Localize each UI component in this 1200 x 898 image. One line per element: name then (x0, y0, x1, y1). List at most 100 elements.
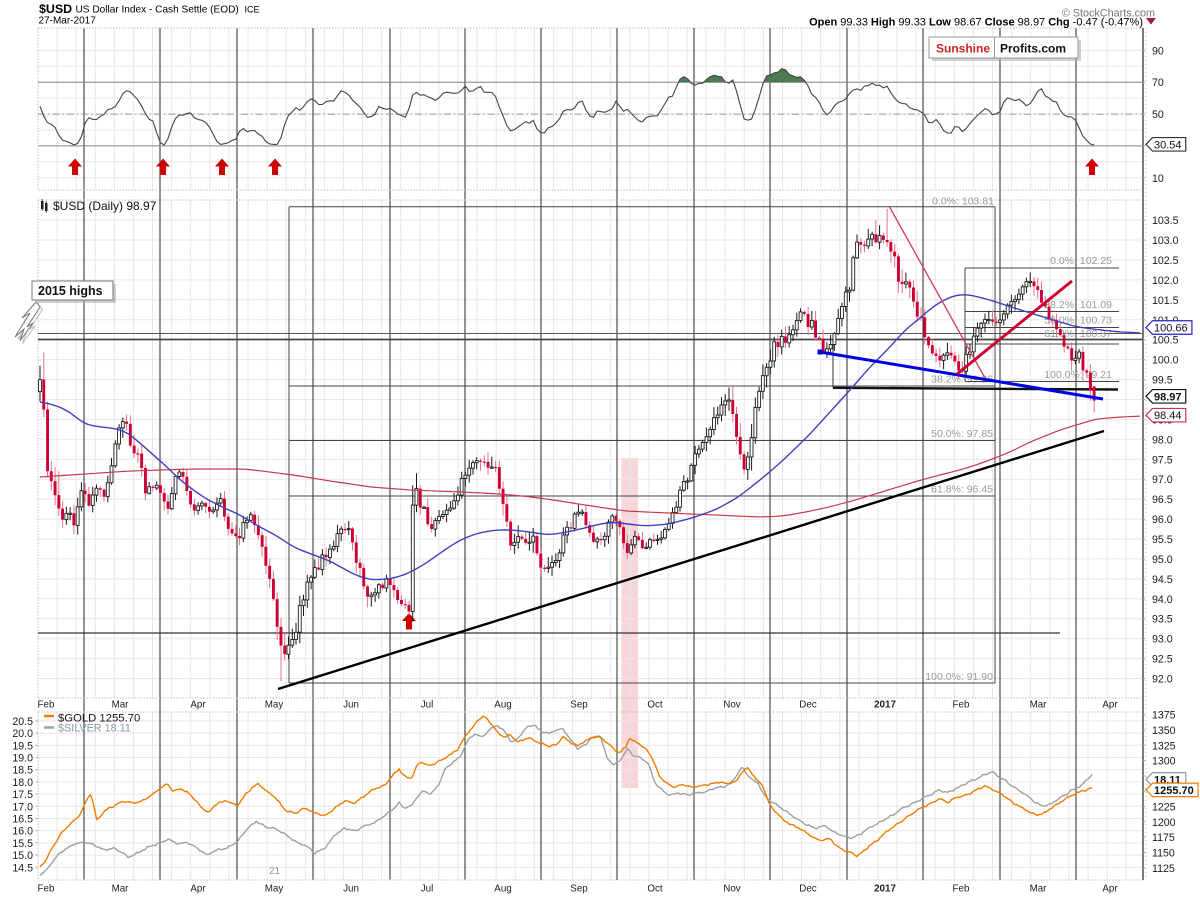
svg-text:Mar: Mar (1030, 884, 1048, 895)
svg-text:Open 99.33 High 99.33 Low 98.6: Open 99.33 High 99.33 Low 98.67 Close 98… (809, 17, 1143, 29)
svg-text:2017: 2017 (874, 700, 896, 711)
svg-text:95.5: 95.5 (1152, 534, 1173, 546)
svg-text:102.0: 102.0 (1152, 275, 1179, 287)
svg-text:18.5: 18.5 (12, 765, 33, 777)
svg-text:93.0: 93.0 (1152, 634, 1173, 646)
svg-text:Profits.com: Profits.com (1000, 42, 1066, 56)
svg-text:1350: 1350 (1152, 725, 1176, 737)
svg-text:Mar: Mar (1030, 700, 1048, 711)
svg-text:1375: 1375 (1152, 710, 1176, 722)
svg-text:1325: 1325 (1152, 740, 1176, 752)
svg-text:Apr: Apr (190, 884, 206, 895)
svg-text:19.0: 19.0 (12, 753, 33, 765)
svg-text:16.0: 16.0 (12, 826, 33, 838)
svg-text:1175: 1175 (1152, 832, 1175, 844)
svg-text:20.5: 20.5 (12, 716, 33, 728)
svg-text:50.0%: 100.73: 50.0%: 100.73 (1044, 315, 1112, 327)
svg-text:Sunshine: Sunshine (936, 42, 990, 56)
svg-text:Oct: Oct (647, 700, 663, 711)
svg-text:Mar: Mar (112, 884, 130, 895)
svg-text:92.0: 92.0 (1152, 674, 1173, 686)
svg-text:21: 21 (269, 866, 281, 877)
svg-text:92.5: 92.5 (1152, 654, 1173, 666)
svg-text:2015 highs: 2015 highs (38, 284, 103, 298)
svg-text:30.54: 30.54 (1154, 139, 1182, 151)
svg-text:95.0: 95.0 (1152, 554, 1173, 566)
svg-text:100.0%: 91.90: 100.0%: 91.90 (925, 671, 993, 683)
svg-text:Feb: Feb (953, 700, 970, 711)
svg-text:17.5: 17.5 (12, 789, 33, 801)
svg-text:May: May (265, 884, 284, 895)
svg-text:17.0: 17.0 (12, 801, 33, 813)
svg-text:Apr: Apr (1102, 884, 1118, 895)
svg-text:US Dollar Index - Cash Settle: US Dollar Index - Cash Settle (EOD) (76, 5, 239, 16)
svg-text:38.2%: 99.26: 38.2%: 99.26 (931, 374, 993, 386)
svg-text:15.5: 15.5 (12, 838, 33, 850)
svg-text:15.0: 15.0 (12, 850, 33, 862)
svg-text:ICE: ICE (245, 5, 260, 15)
svg-text:70: 70 (1152, 77, 1164, 89)
svg-text:93.5: 93.5 (1152, 614, 1173, 626)
svg-text:98.44: 98.44 (1154, 410, 1182, 422)
svg-text:97.5: 97.5 (1152, 454, 1173, 466)
svg-text:Nov: Nov (723, 884, 741, 895)
svg-text:Nov: Nov (723, 700, 741, 711)
svg-text:May: May (265, 700, 284, 711)
svg-text:Dec: Dec (799, 884, 817, 895)
svg-text:19.5: 19.5 (12, 740, 33, 752)
svg-text:1255.70: 1255.70 (1154, 785, 1194, 797)
svg-text:$SILVER 18.11: $SILVER 18.11 (58, 723, 131, 735)
svg-text:Oct: Oct (647, 884, 663, 895)
svg-text:10: 10 (1152, 173, 1164, 185)
svg-text:1225: 1225 (1152, 802, 1176, 814)
svg-text:Jul: Jul (421, 884, 434, 895)
svg-text:50: 50 (1152, 109, 1164, 121)
svg-text:98.97: 98.97 (1154, 391, 1182, 403)
svg-text:Sep: Sep (570, 884, 588, 895)
svg-text:100.5: 100.5 (1152, 335, 1179, 347)
svg-text:103.5: 103.5 (1152, 215, 1179, 227)
svg-text:38.2%: 101.09: 38.2%: 101.09 (1044, 299, 1112, 311)
svg-text:100.0: 100.0 (1152, 355, 1179, 367)
svg-text:$USD: $USD (39, 2, 72, 16)
svg-text:94.0: 94.0 (1152, 594, 1173, 606)
svg-text:1150: 1150 (1152, 847, 1175, 859)
svg-text:0.0%: 102.25: 0.0%: 102.25 (1050, 255, 1112, 267)
svg-text:Feb: Feb (38, 700, 55, 711)
svg-text:Aug: Aug (494, 700, 511, 711)
svg-text:Jun: Jun (343, 700, 359, 711)
svg-text:98.0: 98.0 (1152, 434, 1173, 446)
svg-text:90: 90 (1152, 45, 1164, 57)
svg-text:Apr: Apr (190, 700, 206, 711)
svg-text:99.5: 99.5 (1152, 375, 1173, 387)
svg-text:18.0: 18.0 (12, 777, 33, 789)
svg-text:1300: 1300 (1152, 756, 1176, 768)
svg-text:0.0%: 103.81: 0.0%: 103.81 (932, 196, 994, 208)
svg-text:100.66: 100.66 (1154, 323, 1188, 335)
svg-text:16.5: 16.5 (12, 814, 33, 826)
svg-text:Dec: Dec (799, 700, 817, 711)
svg-text:102.5: 102.5 (1152, 255, 1179, 267)
svg-text:1125: 1125 (1152, 863, 1175, 875)
svg-text:Aug: Aug (494, 884, 511, 895)
svg-text:© StockCharts.com: © StockCharts.com (1062, 8, 1155, 20)
svg-text:100.0%: 99.21: 100.0%: 99.21 (1044, 369, 1112, 381)
svg-text:103.0: 103.0 (1152, 235, 1179, 247)
svg-text:Jun: Jun (343, 884, 359, 895)
svg-text:1200: 1200 (1152, 817, 1176, 829)
svg-text:97.0: 97.0 (1152, 474, 1173, 486)
svg-text:Mar: Mar (112, 700, 130, 711)
svg-text:$GOLD 1255.70: $GOLD 1255.70 (58, 713, 140, 725)
svg-text:2017: 2017 (874, 884, 896, 895)
svg-text:20.0: 20.0 (12, 728, 33, 740)
svg-text:96.0: 96.0 (1152, 514, 1173, 526)
svg-text:Apr: Apr (1102, 700, 1118, 711)
svg-text:61.8%: 96.45: 61.8%: 96.45 (931, 484, 993, 496)
svg-text:14.5: 14.5 (12, 862, 33, 874)
svg-text:Feb: Feb (38, 884, 55, 895)
svg-text:94.5: 94.5 (1152, 574, 1173, 586)
svg-text:Feb: Feb (953, 884, 970, 895)
svg-text:Sep: Sep (570, 700, 588, 711)
svg-text:101.5: 101.5 (1152, 295, 1179, 307)
svg-text:Jul: Jul (421, 700, 434, 711)
